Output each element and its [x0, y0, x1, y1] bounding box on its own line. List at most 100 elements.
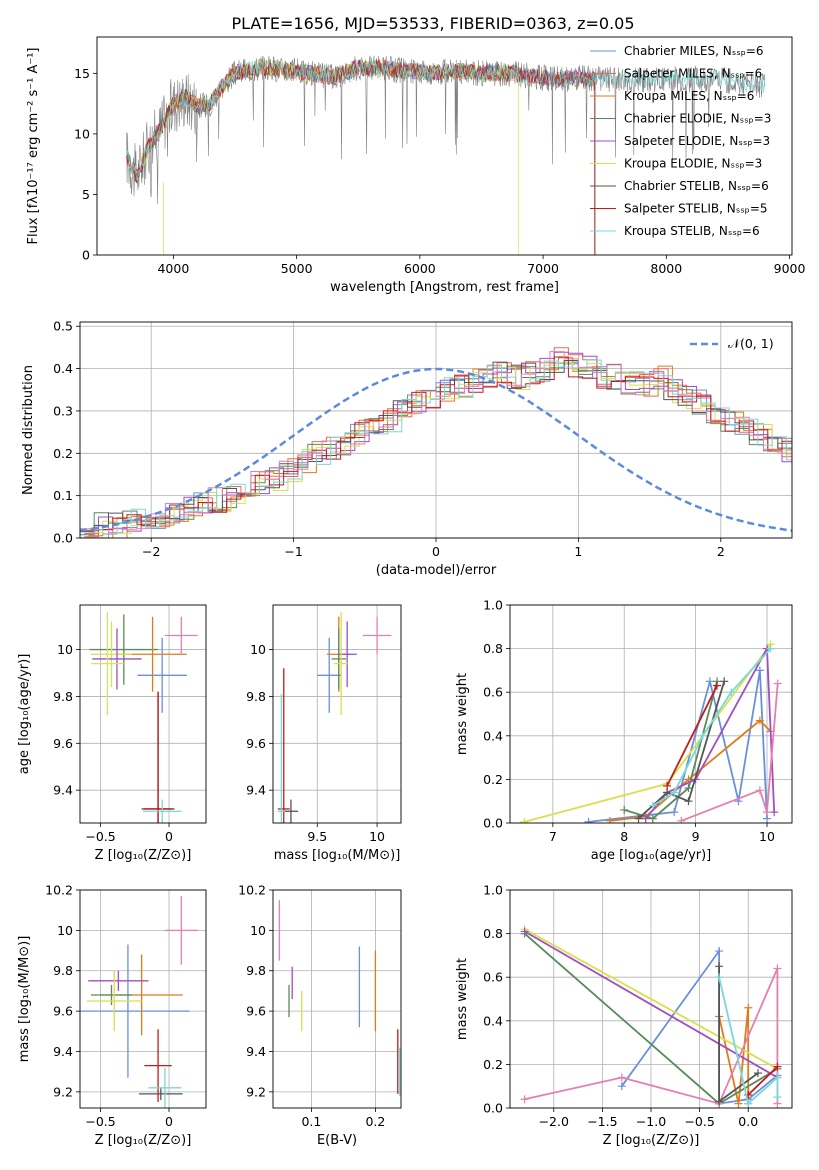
y-tick-label: 10 [250, 923, 266, 938]
y-tick-label: 0.4 [53, 361, 73, 376]
mass-weight-point [715, 973, 724, 982]
mass-weight-point [720, 677, 729, 686]
residual-histogram-step [80, 351, 792, 538]
x-axis-label: age [log₁₀(age/yr)] [591, 848, 712, 863]
panels: 4000 5000 6000 7000 8000 9000051015wavelength… [17, 36, 805, 1148]
x-tick-label: 0.1 [301, 1114, 321, 1129]
residual-histogram-step [84, 356, 792, 532]
mass-weight-point [773, 679, 782, 688]
y-tick-label: 0.0 [483, 816, 503, 831]
legend-entry: Kroupa MILES, Nₛₛₚ=6 [624, 89, 754, 103]
mass-weight-point [715, 1097, 724, 1106]
axes-frame [272, 604, 402, 824]
legend-entry: Chabrier STELIB, Nₛₛₚ=6 [624, 179, 769, 193]
y-tick-label: 0.4 [483, 728, 503, 743]
y-tick-label: 9.2 [53, 1084, 73, 1099]
y-tick-label: 0.2 [483, 772, 503, 787]
mass-weight-point [584, 817, 593, 823]
legend-entry: Salpeter ELODIE, Nₛₛₚ=3 [624, 134, 770, 148]
legend-entry: Salpeter STELIB, Nₛₛₚ=5 [624, 202, 768, 216]
mass-weight-point [520, 927, 529, 936]
y-tick-label: 10.2 [45, 883, 73, 898]
mass-weight-series-line [680, 683, 779, 822]
y-tick-label: 9.4 [53, 1044, 73, 1059]
y-axis-label: mass [log₁₀(M/M⊙)] [17, 936, 32, 1063]
mass-weight-point [648, 801, 657, 810]
mass-weight-point [698, 731, 707, 740]
y-tick-label: 1.0 [483, 883, 503, 898]
mass-weight-series-line [588, 670, 768, 823]
residual-histogram-panel: −2 −1 0 1 2 0.0 0.1 0.2 0.3 0.4 0.5 (data-model)/er… [21, 319, 793, 578]
mass-weight-vs-age-panel: 7 8 9 10 0.0 0.2 0.4 0.6 0.8 1.0 age [log₁₀(age/yr… [455, 598, 793, 863]
mass-weight-point [663, 781, 672, 790]
y-tick-label: 9.6 [246, 736, 266, 751]
mass-weight-series-line [666, 685, 718, 787]
residual-histogram-step [88, 361, 792, 534]
age-vs-mass-panel: 9.5 10 9.4 9.6 9.8 10 mass [log₁₀(M/M⊙)] [246, 604, 402, 863]
y-tick-label: 9.6 [53, 736, 73, 751]
y-tick-label: 0.6 [483, 970, 503, 985]
x-axis-label: Z [log₁₀(Z/Z⊙)] [95, 848, 192, 863]
y-tick-label: 0.8 [483, 926, 503, 941]
y-tick-label: 10 [57, 642, 73, 657]
axes-frame [79, 889, 207, 1109]
x-tick-label: 4000 [157, 261, 189, 276]
axes-frame [509, 604, 793, 824]
axes-frame [79, 321, 793, 539]
model-spectrum-line [126, 59, 766, 176]
mass-weight-point [670, 788, 679, 797]
mass-weight-series-line [524, 643, 772, 823]
mass-weight-series-line [718, 1007, 750, 1104]
y-tick-label: 9.4 [246, 783, 266, 798]
x-tick-label: 1 [574, 544, 582, 559]
x-tick-label: −1 [284, 544, 302, 559]
y-tick-label: 10 [57, 923, 73, 938]
mass-weight-point [648, 814, 657, 823]
mass-weight-point [755, 786, 764, 795]
x-tick-label: −2 [142, 544, 160, 559]
mass-weight-point [744, 1003, 753, 1012]
mass-weight-point [763, 808, 772, 817]
mass-weight-point [766, 644, 775, 653]
spectrum-legend: Chabrier MILES, Nₛₛₚ=6 Salpeter MILES, Nₛ… [590, 44, 771, 238]
legend-entry: Kroupa ELODIE, Nₛₛₚ=3 [624, 157, 762, 171]
y-tick-label: 0.0 [483, 1101, 503, 1116]
x-tick-label: −1.0 [636, 1114, 666, 1129]
x-tick-label: 10 [369, 829, 385, 844]
legend-entry: Kroupa STELIB, Nₛₛₚ=6 [624, 224, 760, 238]
residual-histogram-step [84, 351, 792, 535]
mass-weight-point [715, 947, 724, 956]
x-tick-label: 0.2 [365, 1114, 385, 1129]
y-tick-label: 15 [74, 66, 90, 81]
mass-weight-point [713, 681, 722, 690]
mass-vs-ebv-panel: 0.1 0.2 9.2 9.4 9.6 9.8 10 10.2 E(B-V) [238, 883, 402, 1148]
mass-vs-z-panel: −0.5 0 9.2 9.4 9.6 9.8 10 10.2 Z [log₁₀(Z/Z⊙)] ma… [17, 883, 207, 1148]
y-tick-label: 9.8 [53, 963, 73, 978]
legend-entry: 𝒩(0, 1) [728, 336, 774, 351]
x-tick-label: 0 [432, 544, 440, 559]
age-vs-z-panel: −0.5 0 9.4 9.6 9.8 10 Z [log₁₀(Z/Z⊙)] age [log₁… [17, 604, 207, 863]
mass-weight-point [715, 962, 724, 971]
x-tick-label: 0 [165, 829, 173, 844]
y-tick-label: 0 [82, 248, 90, 263]
axes-frame [509, 889, 793, 1109]
x-tick-label: 7 [549, 829, 557, 844]
mass-weight-point [773, 1062, 782, 1071]
y-tick-label: 5 [82, 187, 90, 202]
axes-frame [96, 36, 793, 256]
mass-weight-point [727, 688, 736, 697]
y-tick-label: 0.0 [53, 531, 73, 546]
y-tick-label: 9.4 [53, 783, 73, 798]
x-tick-label: 5000 [281, 261, 313, 276]
residual-histogram-step [84, 347, 792, 538]
x-tick-label: 7000 [527, 261, 559, 276]
mass-weight-vs-z-panel: −2.0 −1.5 −1.0 −0.5 0.0 0.0 0.2 0.4 0.6 0.8 1.0 Z [… [455, 883, 793, 1148]
x-axis-label: wavelength [Angstrom, rest frame] [330, 280, 559, 295]
y-axis-label: Flux [fλ10⁻¹⁷ erg cm⁻² s⁻¹ A⁻¹] [26, 48, 41, 245]
mass-weight-point [520, 1095, 529, 1104]
x-tick-label: 0.0 [738, 1114, 758, 1129]
residual-histogram-step [88, 359, 792, 535]
y-tick-label: 9.4 [246, 1044, 266, 1059]
y-tick-label: 0.1 [53, 488, 73, 503]
x-tick-label: −0.5 [684, 1114, 714, 1129]
